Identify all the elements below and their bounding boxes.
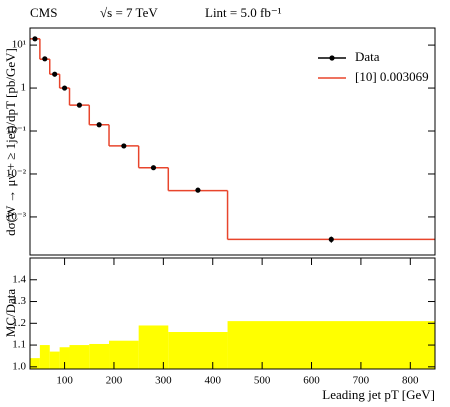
band xyxy=(138,325,169,369)
x-tick-label: 400 xyxy=(204,375,221,387)
data-point xyxy=(52,71,58,77)
x-tick-label: 500 xyxy=(254,375,271,387)
y-axis-label: MC/Data xyxy=(3,289,18,338)
y-tick-label: 10⁻¹ xyxy=(6,125,26,137)
band xyxy=(89,343,110,369)
data-point xyxy=(121,143,127,149)
data-point xyxy=(150,165,157,171)
y-tick-label: 1.4 xyxy=(12,273,26,285)
y-tick-label: 1.1 xyxy=(12,339,26,351)
y-tick-label: 10⁻³ xyxy=(6,210,27,222)
chart-title: CMS xyxy=(30,5,57,20)
plot-frame xyxy=(29,257,436,370)
data-point xyxy=(96,122,102,128)
data-point xyxy=(76,102,82,108)
band xyxy=(69,345,90,369)
annotation: Lint = 5.0 fb⁻¹ xyxy=(205,5,282,20)
y-tick-label: 1.0 xyxy=(12,360,26,372)
band xyxy=(49,351,60,369)
x-tick-label: 800 xyxy=(402,375,419,387)
band xyxy=(227,321,435,369)
x-axis-label: Leading jet pT [GeV] xyxy=(322,387,435,402)
legend-label: Data xyxy=(355,49,380,64)
data-point xyxy=(195,187,201,193)
legend-label: [10] 0.003069 xyxy=(355,69,429,84)
x-tick-label: 100 xyxy=(56,375,73,387)
x-tick-label: 600 xyxy=(303,375,320,387)
x-tick-label: 700 xyxy=(353,375,370,387)
data-point xyxy=(42,56,48,62)
legend-marker xyxy=(329,55,335,61)
band xyxy=(168,332,228,369)
y-tick-label: 1 xyxy=(21,82,27,94)
band xyxy=(39,345,50,369)
band xyxy=(30,358,40,369)
plot-frame xyxy=(29,27,436,256)
y-tick-label: 1.3 xyxy=(12,295,26,307)
band xyxy=(59,347,70,369)
y-tick-label: 1.2 xyxy=(12,317,26,329)
data-point xyxy=(61,85,68,91)
y-axis-label: dσ(W → μν + ≥ 1jet)/dpT [pb/GeV] xyxy=(3,48,18,236)
data-point xyxy=(328,236,334,242)
x-tick-label: 300 xyxy=(155,375,172,387)
y-tick-label: 10¹ xyxy=(12,39,26,51)
subtitle: √s = 7 TeV xyxy=(100,5,158,20)
y-tick-label: 10⁻² xyxy=(6,168,27,180)
x-tick-label: 200 xyxy=(106,375,123,387)
data-point xyxy=(32,36,38,42)
